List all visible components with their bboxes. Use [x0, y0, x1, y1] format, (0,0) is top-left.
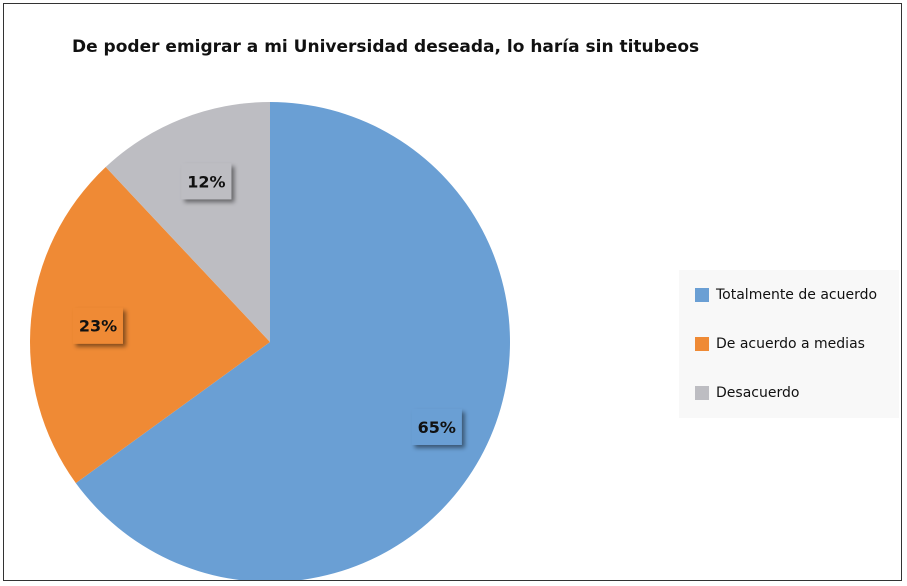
- data-label-text: 23%: [79, 317, 117, 336]
- pie-data-labels: 65% 23% 12%: [72, 163, 462, 445]
- data-label-box: [411, 408, 462, 445]
- data-label-text: 65%: [418, 418, 456, 437]
- chart-title: De poder emigrar a mi Universidad desead…: [72, 37, 700, 57]
- data-label-box: [181, 163, 232, 200]
- pie-chart: 65% 23% 12%: [29, 102, 510, 580]
- pie-data-label: 12%: [181, 163, 232, 200]
- pie-slice-desacuerdo: [105, 102, 270, 342]
- data-label-text: 12%: [187, 172, 225, 191]
- data-label-box: [72, 307, 123, 344]
- legend-item-desacuerdo: Desacuerdo: [695, 385, 799, 401]
- legend-label: Totalmente de acuerdo: [716, 287, 878, 303]
- legend-swatch: [695, 288, 709, 302]
- legend-label: De acuerdo a medias: [716, 336, 865, 352]
- legend-label: Desacuerdo: [716, 385, 800, 401]
- legend-item-totalmente-de-acuerdo: Totalmente de acuerdo: [695, 287, 877, 303]
- chart-frame: De poder emigrar a mi Universidad desead…: [3, 3, 902, 581]
- legend-swatch: [695, 337, 709, 351]
- legend-item-de-acuerdo-a-medias: De acuerdo a medias: [695, 336, 865, 352]
- pie-data-label: 65%: [411, 408, 462, 445]
- pie-slice-de-acuerdo-a-medias: [29, 167, 270, 484]
- pie-slices: [29, 102, 510, 580]
- pie-data-label: 23%: [72, 307, 123, 344]
- legend-swatch: [695, 386, 709, 400]
- pie-slice-totalmente-de-acuerdo: [75, 102, 510, 580]
- chart-legend: Totalmente de acuerdo De acuerdo a media…: [679, 270, 899, 418]
